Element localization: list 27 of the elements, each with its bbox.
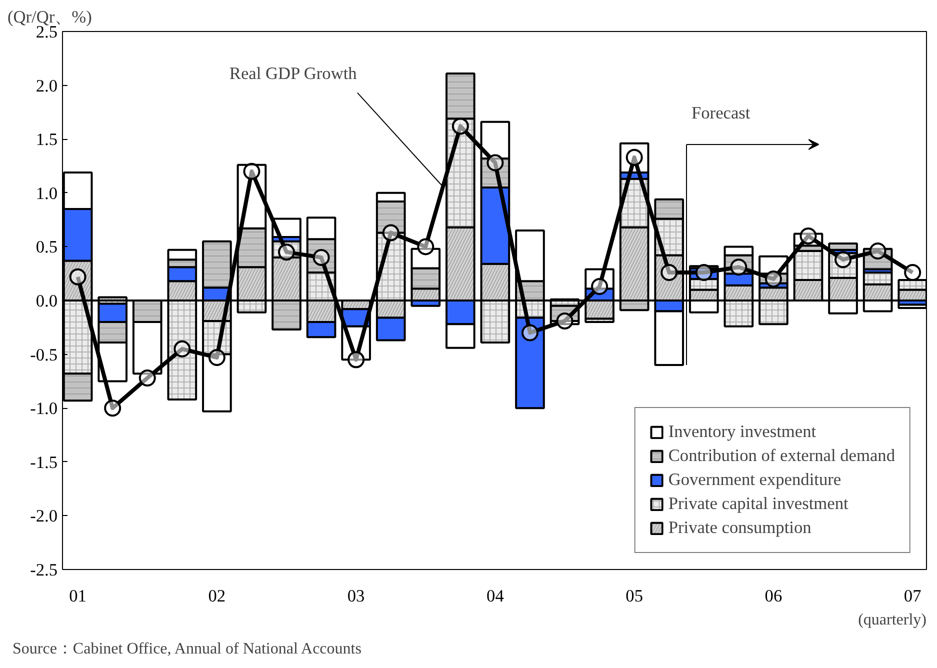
- legend-label: Inventory investment: [668, 422, 816, 442]
- y-tick-label: 0.5: [36, 238, 58, 257]
- x-tick-label: 05: [626, 586, 643, 606]
- ref-line-label: Forecast: [692, 103, 750, 122]
- y-tick-label: -1.5: [30, 452, 58, 472]
- y-tick-label: 0.0: [36, 292, 58, 310]
- x-tick-label: 02: [208, 586, 226, 606]
- legend-label: Private capital investment: [668, 494, 848, 514]
- y-tick-label: 1.5: [36, 130, 58, 150]
- y-tick-label: -2.0: [30, 506, 58, 526]
- legend-label: Private consumption: [668, 518, 812, 538]
- x-tick-label: 03: [347, 586, 365, 606]
- source-note: Source：Cabinet Office, Annual of National Accounts: [12, 640, 362, 658]
- x-tick-label: 01: [69, 586, 86, 606]
- x-tick-label: 06: [764, 586, 782, 606]
- x-tick-label: 04: [486, 586, 504, 606]
- y-tick-label: 2.0: [36, 76, 58, 96]
- y-tick-label: -1.0: [30, 399, 58, 418]
- legend-label: Government expenditure: [668, 470, 842, 490]
- y-axis-title: (Qr/Qr、%): [8, 8, 92, 26]
- x-tick-label: 07: [904, 586, 922, 606]
- x-axis-title: (quarterly): [858, 612, 926, 628]
- legend-label: Contribution of external demand: [668, 446, 895, 466]
- y-tick-label: -0.5: [30, 345, 58, 364]
- y-tick-label: 1.0: [36, 184, 58, 203]
- annotation: Real GDP Growth: [229, 64, 358, 83]
- y-tick-label: -2.5: [30, 560, 58, 580]
